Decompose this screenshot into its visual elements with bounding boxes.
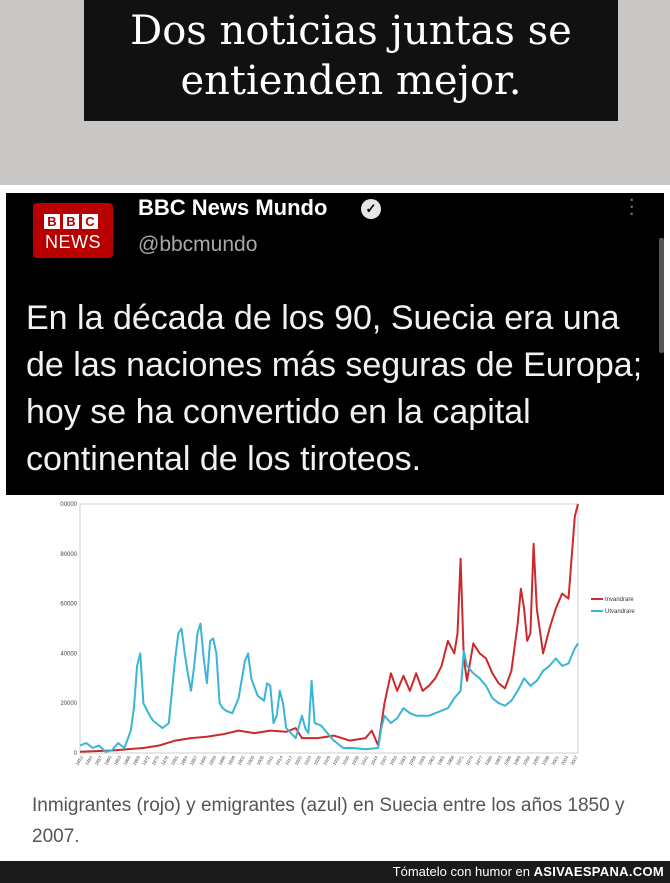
x-tick-label: 1890	[198, 755, 208, 767]
y-tick-label: 100000	[60, 502, 78, 508]
x-tick-label: 1902	[236, 755, 246, 767]
x-tick-label: 1929	[322, 755, 332, 767]
x-tick-label: 1863	[113, 755, 123, 767]
x-tick-label: 1932	[332, 755, 342, 767]
x-tick-label: 1962	[427, 755, 437, 767]
x-tick-label: 1911	[265, 755, 274, 766]
x-tick-label: 1965	[436, 755, 446, 767]
x-tick-label: 1947	[379, 755, 389, 767]
x-tick-label: 1908	[256, 755, 266, 767]
x-tick-label: 1905	[246, 755, 256, 767]
x-tick-label: 1854	[84, 755, 94, 767]
x-tick-label: 1968	[446, 755, 456, 767]
footer-prefix: Tómatelo con humor en	[392, 864, 534, 879]
x-tick-label: 1986	[503, 755, 513, 767]
x-tick-label: 1989	[512, 755, 522, 767]
x-tick-label: 1977	[474, 755, 484, 767]
x-tick-label: 1887	[189, 755, 199, 767]
x-tick-label: 2007	[570, 755, 580, 767]
x-tick-label: 1959	[417, 755, 427, 767]
x-tick-label: 1869	[132, 755, 142, 767]
x-tick-label: 1983	[493, 755, 503, 767]
series-line-invandrare	[79, 503, 579, 753]
x-tick-label: 1998	[541, 755, 551, 767]
series-line-utvandrare	[79, 622, 579, 753]
verified-check-icon: ✓	[361, 199, 381, 219]
migration-chart: 0200004000060000800001000001851185418571…	[48, 498, 670, 773]
x-tick-label: 1944	[370, 755, 380, 767]
y-tick-label: 40000	[60, 651, 77, 657]
bbc-logo-block: B	[44, 214, 60, 229]
x-tick-label: 2004	[560, 755, 570, 767]
scrollbar[interactable]	[659, 238, 664, 353]
chart-caption: Inmigrantes (rojo) y emigrantes (azul) e…	[32, 795, 625, 847]
tweet-card: B B C NEWS BBC News Mundo ✓ @bbcmundo · ·…	[6, 186, 664, 495]
x-tick-label: 1953	[398, 755, 408, 767]
x-tick-label: 1941	[360, 755, 370, 767]
meme-header-band: Dos noticias juntas se entienden mejor.	[0, 0, 670, 185]
y-tick-label: 80000	[60, 552, 77, 558]
bbc-news-logo: B B C NEWS	[33, 203, 113, 258]
x-tick-label: 1875	[151, 755, 161, 767]
x-tick-label: 1881	[170, 755, 180, 767]
x-tick-label: 1971	[455, 755, 465, 767]
plot-frame	[79, 503, 579, 754]
meme-headline: Dos noticias juntas se entienden mejor.	[84, 0, 618, 121]
x-tick-label: 1866	[122, 755, 132, 767]
bbc-logo-news: NEWS	[45, 232, 101, 252]
bbc-logo-blocks: B B C	[44, 214, 98, 229]
x-tick-label: 1857	[94, 755, 104, 767]
site-footer: Tómatelo con humor en ASIVAESPANA.COM	[0, 861, 670, 883]
x-tick-label: 1860	[103, 755, 113, 767]
x-tick-label: 1884	[179, 755, 189, 767]
x-tick-label: 1974	[465, 755, 475, 767]
more-options-icon[interactable]: · · ·	[628, 186, 636, 225]
legend-label: Utvandrare	[605, 609, 635, 615]
x-tick-label: 1851	[75, 755, 85, 767]
x-tick-label: 1923	[303, 755, 313, 767]
x-tick-label: 1938	[351, 755, 361, 767]
tweet-body: En la década de los 90, Suecia era una d…	[26, 299, 643, 478]
x-tick-label: 1893	[208, 755, 218, 767]
tweet-handle[interactable]: @bbcmundo	[138, 233, 258, 256]
x-tick-label: 1872	[141, 755, 151, 767]
footer-text: Tómatelo con humor en ASIVAESPANA.COM	[393, 861, 664, 883]
x-tick-label: 1920	[294, 755, 304, 767]
tweet-account-name[interactable]: BBC News Mundo	[138, 195, 328, 220]
x-tick-label: 1980	[484, 755, 494, 767]
y-tick-label: 20000	[60, 701, 77, 707]
x-tick-label: 1992	[522, 755, 532, 767]
bbc-logo-block: C	[82, 214, 98, 229]
footer-brand-link[interactable]: ASIVAESPANA.COM	[533, 864, 664, 879]
y-tick-label: 60000	[60, 602, 77, 608]
x-tick-label: 1914	[275, 755, 285, 767]
x-tick-label: 1935	[341, 755, 351, 767]
y-tick-label: 0	[74, 751, 78, 757]
legend-label: Invandrare	[605, 597, 634, 603]
x-tick-label: 1896	[217, 755, 227, 767]
x-tick-label: 1917	[284, 755, 294, 767]
x-tick-label: 1956	[408, 755, 418, 767]
x-tick-label: 1995	[531, 755, 541, 767]
x-tick-label: 1926	[313, 755, 323, 767]
x-tick-label: 1878	[160, 755, 170, 767]
chart-svg: 0200004000060000800001000001851185418571…	[48, 502, 635, 767]
bbc-logo-block: B	[63, 214, 79, 229]
x-tick-label: 2001	[550, 755, 560, 767]
x-tick-label: 1950	[389, 755, 399, 767]
x-tick-label: 1899	[227, 755, 237, 767]
